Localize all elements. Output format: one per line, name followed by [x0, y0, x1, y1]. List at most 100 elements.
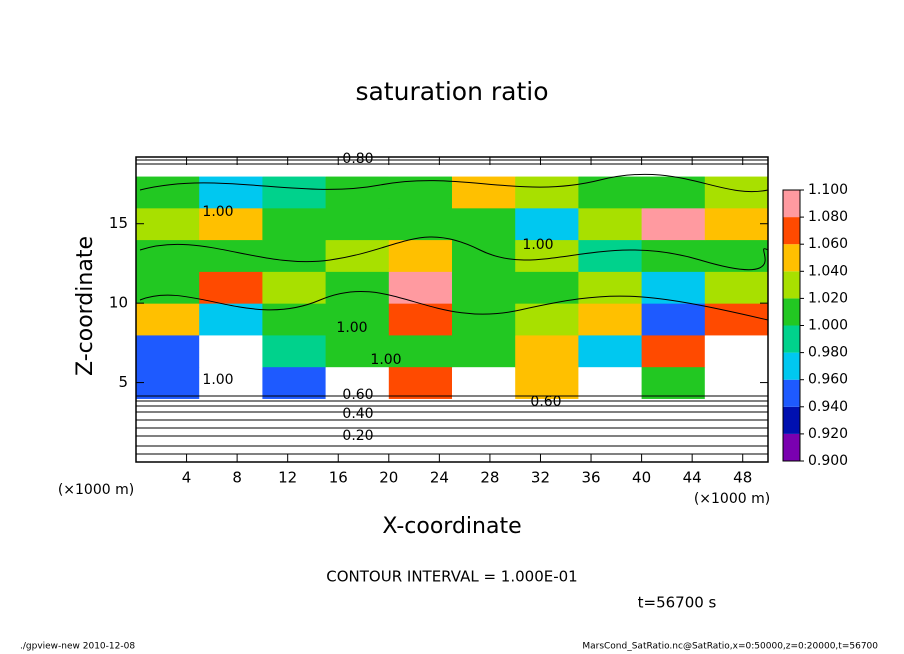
cell — [578, 303, 643, 336]
cell — [452, 239, 516, 272]
cell — [388, 303, 453, 336]
y-axis-label: Z-coordinate — [73, 236, 98, 376]
cell — [388, 207, 453, 241]
cell — [325, 366, 390, 399]
cell — [578, 271, 643, 304]
cell — [515, 303, 579, 336]
colorbar-band — [783, 325, 800, 353]
cell — [262, 176, 327, 209]
colorbar-band — [783, 298, 800, 326]
time-label: t=56700 s — [638, 594, 717, 612]
cell — [136, 271, 200, 304]
cell — [452, 207, 516, 241]
colorbar-tick-label: 1.000 — [808, 318, 848, 334]
contour-label: 0.60 — [530, 394, 561, 410]
cell — [136, 366, 200, 399]
cell — [262, 239, 327, 272]
y-tick-label: 15 — [109, 214, 128, 232]
cell — [325, 398, 390, 431]
colorbar-tick-label: 0.900 — [808, 453, 848, 469]
colorbar-tick-label: 1.040 — [808, 263, 848, 279]
cell — [262, 157, 327, 177]
cell — [136, 334, 200, 368]
axes: 4 8 12 16 20 24 28 32 36 40 44 48510150.9000.9200.9… — [109, 157, 848, 487]
x-tick-label: 16 — [329, 469, 348, 487]
cell — [452, 303, 516, 336]
cell — [641, 398, 706, 431]
cell — [199, 303, 263, 336]
x-tick-label: 28 — [480, 469, 499, 487]
colorbar-band — [783, 406, 800, 434]
cell — [641, 334, 706, 368]
contour-label: 1.00 — [336, 320, 367, 336]
cell — [452, 176, 516, 209]
x-axis-label: X-coordinate — [382, 514, 521, 539]
colorbar-tick-label: 0.940 — [808, 399, 848, 415]
x-tick-label: 40 — [632, 469, 651, 487]
colorbar-band — [783, 244, 800, 272]
cell — [262, 303, 327, 336]
cell — [578, 366, 643, 399]
contour-line — [139, 236, 769, 271]
colorbar-band — [783, 352, 800, 380]
cell — [136, 157, 200, 177]
cell — [388, 366, 453, 399]
cell — [704, 334, 768, 368]
contour-label: 1.00 — [522, 237, 553, 253]
cell — [262, 398, 327, 431]
contour-line — [139, 290, 769, 321]
plot-frame — [135, 156, 769, 463]
cell — [452, 157, 516, 177]
cell — [515, 366, 579, 399]
cell — [325, 334, 390, 368]
cell — [325, 239, 390, 272]
contour-label: 1.00 — [202, 204, 233, 220]
colorbar-band — [783, 433, 800, 461]
colorbar-band — [783, 271, 800, 299]
cell — [199, 157, 263, 177]
x-tick-label: 24 — [430, 469, 449, 487]
cell — [199, 334, 263, 368]
colorbar-tick-label: 1.060 — [808, 236, 848, 252]
cell — [199, 366, 263, 399]
colorbar-tick-label: 0.960 — [808, 372, 848, 388]
cell — [388, 157, 453, 177]
cell — [262, 334, 327, 368]
cell — [452, 334, 516, 368]
cell — [641, 271, 706, 304]
cell — [388, 271, 453, 304]
y-tick-label: 5 — [118, 373, 128, 391]
x-tick-label: 12 — [278, 469, 297, 487]
cell — [262, 207, 327, 241]
colorbar-tick-label: 0.920 — [808, 426, 848, 442]
contours — [136, 159, 769, 455]
cell — [578, 157, 643, 177]
x-tick-label: 8 — [232, 469, 242, 487]
cell — [704, 398, 768, 431]
cell — [136, 176, 200, 209]
cell — [136, 398, 200, 431]
contour-labels: 0.80 1.00 1.00 1.00 1.00 1.00 0.60 0.60 … — [202, 151, 561, 444]
x-tick-label: 44 — [683, 469, 702, 487]
colorbar-tick-label: 1.020 — [808, 290, 848, 306]
cell — [578, 176, 643, 209]
cell — [325, 207, 390, 241]
cell — [136, 207, 200, 241]
contour-line — [136, 159, 768, 455]
cell — [578, 398, 643, 431]
cell — [515, 207, 579, 241]
cell — [578, 239, 643, 272]
cell — [515, 271, 579, 304]
cell — [388, 334, 453, 368]
contour-label: 0.20 — [342, 428, 373, 444]
cell — [515, 157, 579, 177]
cell — [578, 207, 643, 241]
contour-label: 1.00 — [370, 352, 401, 368]
chart-title: saturation ratio — [355, 77, 548, 106]
cell — [452, 271, 516, 304]
cell — [199, 271, 263, 304]
cell — [388, 239, 453, 272]
cell — [578, 334, 643, 368]
cell — [262, 271, 327, 304]
cell — [199, 207, 263, 241]
